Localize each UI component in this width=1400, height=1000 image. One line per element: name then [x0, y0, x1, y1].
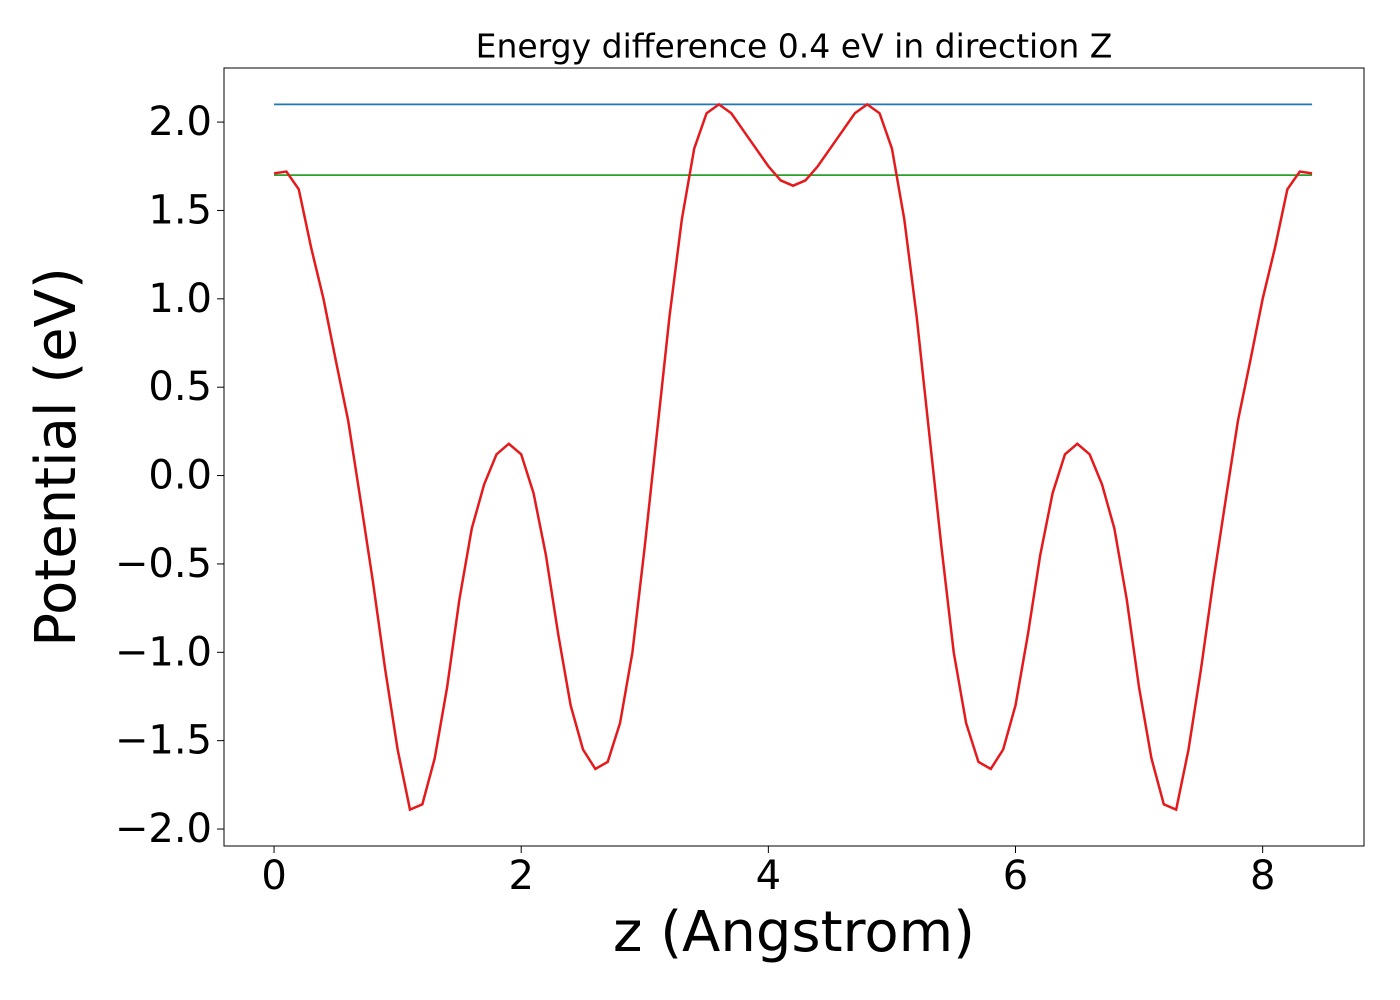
y-tick-label: 1.0	[148, 276, 212, 322]
x-tick-label: 2	[508, 853, 533, 899]
x-tick-label: 6	[1003, 853, 1028, 899]
y-tick-label: 1.5	[148, 187, 212, 233]
y-tick-label: 0.0	[148, 453, 212, 499]
x-axis-label: z (Angstrom)	[613, 900, 975, 965]
plot-frame	[223, 67, 1365, 847]
y-tick-label: −1.0	[115, 629, 212, 675]
chart-title: Energy difference 0.4 eV in direction Z	[476, 27, 1113, 66]
y-tick-label: −1.5	[115, 718, 212, 764]
y-tick-label: −0.5	[115, 541, 212, 587]
y-tick-label: 2.0	[148, 99, 212, 145]
y-tick-label: 0.5	[148, 364, 212, 410]
x-tick-label: 0	[261, 853, 286, 899]
x-tick-label: 4	[756, 853, 781, 899]
series-line	[273, 102, 1313, 812]
y-axis-label: Potential (eV)	[24, 267, 89, 647]
y-tick-label: −2.0	[115, 806, 212, 852]
x-tick-label: 8	[1250, 853, 1275, 899]
